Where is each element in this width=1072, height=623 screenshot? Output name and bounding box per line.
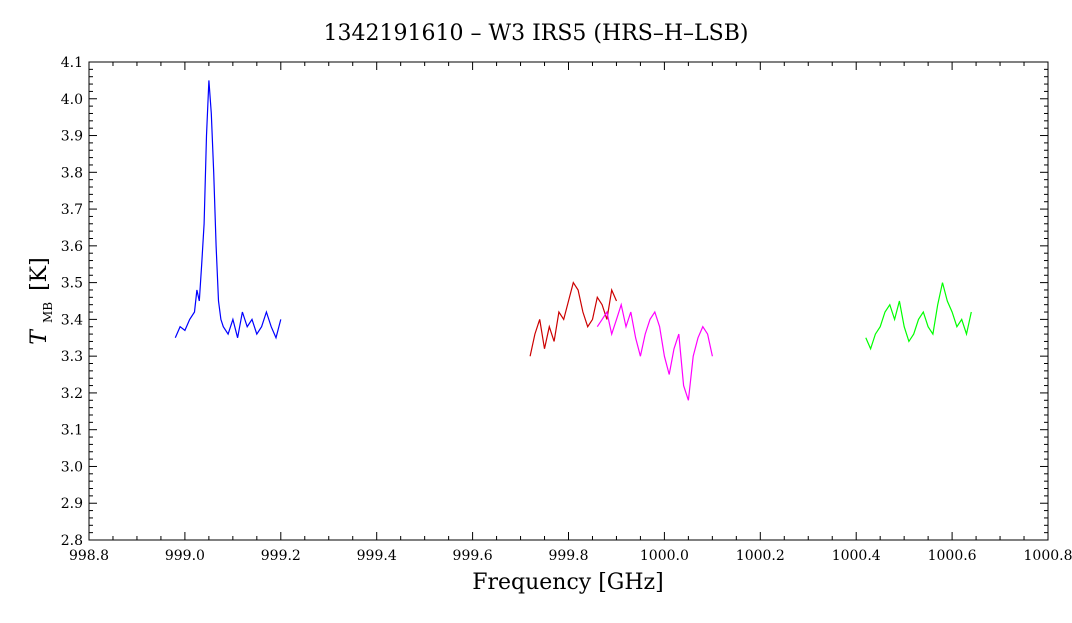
- y-axis-label-subscript: MB: [41, 302, 55, 323]
- y-tick-label: 3.5: [61, 276, 83, 292]
- y-tick-label: 2.8: [61, 533, 83, 549]
- x-tick-label: 1000.0: [640, 548, 689, 564]
- x-tick-label: 1000.4: [832, 548, 881, 564]
- svg-text:T MB [K]: T MB [K]: [27, 257, 58, 344]
- y-axis-label-unit: [K]: [27, 257, 52, 291]
- x-axis-label: Frequency [GHz]: [472, 570, 664, 595]
- y-tick-label: 4.0: [61, 92, 83, 108]
- series-line-3: [597, 305, 712, 401]
- x-tick-label: 1000.8: [1024, 548, 1072, 564]
- x-tick-label: 999.2: [261, 548, 301, 564]
- y-tick-label: 3.3: [61, 349, 83, 365]
- chart-title: 1342191610 – W3 IRS5 (HRS–H–LSB): [324, 21, 749, 46]
- series-line-1: [175, 80, 280, 337]
- y-tick-label: 3.2: [61, 386, 83, 402]
- y-tick-label: 3.0: [61, 459, 83, 475]
- series-line-2: [530, 283, 616, 357]
- x-tick-label: 1000.6: [928, 548, 977, 564]
- x-tick-label: 1000.2: [736, 548, 785, 564]
- y-tick-label: 4.1: [61, 55, 83, 71]
- x-tick-label: 999.4: [357, 548, 397, 564]
- y-tick-label: 3.1: [61, 423, 83, 439]
- x-tick-label: 999.8: [548, 548, 588, 564]
- x-tick-label: 999.6: [453, 548, 493, 564]
- y-tick-label: 3.9: [61, 129, 83, 145]
- y-tick-label: 3.7: [61, 202, 83, 218]
- y-tick-label: 3.6: [61, 239, 83, 255]
- y-tick-label: 3.4: [61, 312, 83, 328]
- y-tick-label: 2.9: [61, 496, 83, 512]
- x-tick-label: 998.8: [69, 548, 109, 564]
- series-line-4: [866, 283, 972, 349]
- x-tick-label: 999.0: [165, 548, 205, 564]
- y-tick-label: 3.8: [61, 165, 83, 181]
- y-axis-label-symbol: T: [27, 328, 52, 345]
- y-axis-label: T MB [K]: [27, 257, 58, 344]
